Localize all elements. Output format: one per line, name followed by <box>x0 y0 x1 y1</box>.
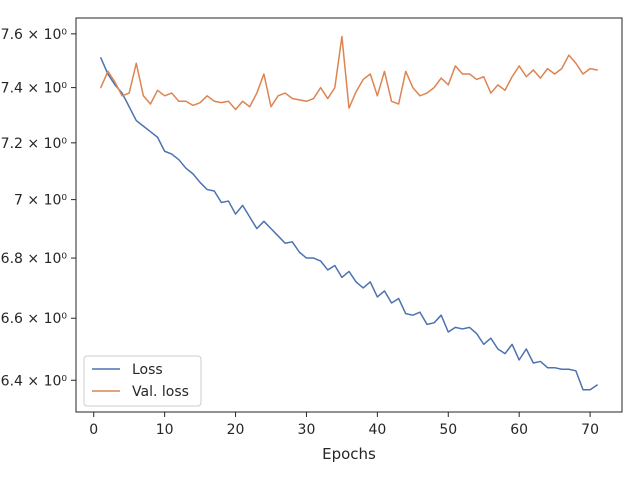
legend-entry-val-loss: Val. loss <box>132 384 189 400</box>
x-tick-label: 10 <box>156 422 174 438</box>
y-tick-label: 7.4 × 10⁰ <box>1 81 68 97</box>
y-tick-label: 7.2 × 10⁰ <box>1 136 68 152</box>
y-tick-label: 6.6 × 10⁰ <box>1 311 68 327</box>
series-line-val-loss <box>100 35 598 111</box>
y-tick-label: 7 × 10⁰ <box>14 193 67 209</box>
series-layer <box>100 35 598 391</box>
x-tick-label: 30 <box>298 422 316 438</box>
x-tick-label: 70 <box>581 422 599 438</box>
x-tick-label: 60 <box>510 422 528 438</box>
x-tick-label: 0 <box>89 422 98 438</box>
x-tick-label: 20 <box>227 422 245 438</box>
axes-frame <box>75 17 623 413</box>
legend-entry-loss: Loss <box>132 362 163 378</box>
x-axis-label: Epochs <box>322 445 376 463</box>
x-tick-label: 50 <box>439 422 457 438</box>
y-tick-label: 6.8 × 10⁰ <box>1 251 68 267</box>
series-line-loss <box>100 57 598 391</box>
legend: Loss Val. loss <box>83 355 202 407</box>
y-tick-label: 6.4 × 10⁰ <box>1 373 68 389</box>
y-axis: 6.4 × 10⁰ 6.6 × 10⁰ 6.8 × 10⁰ 7 × 10⁰ 7.2 × … <box>1 27 76 389</box>
y-tick-label: 7.6 × 10⁰ <box>1 27 68 43</box>
x-axis: 0 10 20 30 40 50 60 70 <box>89 412 599 438</box>
x-tick-label: 40 <box>368 422 386 438</box>
